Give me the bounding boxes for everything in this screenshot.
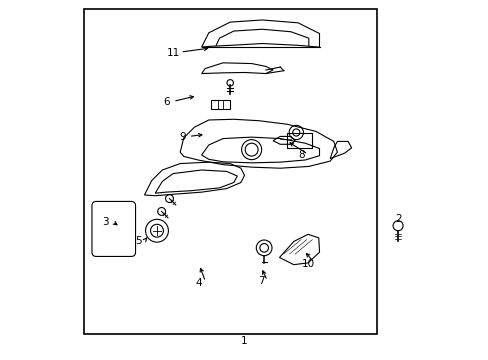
Text: 6: 6: [163, 97, 170, 107]
Text: 2: 2: [394, 213, 401, 224]
Bar: [210, 100, 230, 109]
Text: 9: 9: [179, 132, 185, 142]
Text: 11: 11: [167, 48, 180, 58]
Bar: [287, 133, 312, 148]
Text: 7: 7: [257, 276, 264, 287]
Text: 4: 4: [195, 278, 202, 288]
Text: 5: 5: [135, 237, 141, 247]
Text: 8: 8: [298, 150, 305, 160]
Text: 3: 3: [102, 217, 109, 227]
Bar: [83, 9, 376, 334]
Text: 1: 1: [241, 337, 247, 346]
Text: 10: 10: [301, 258, 314, 269]
